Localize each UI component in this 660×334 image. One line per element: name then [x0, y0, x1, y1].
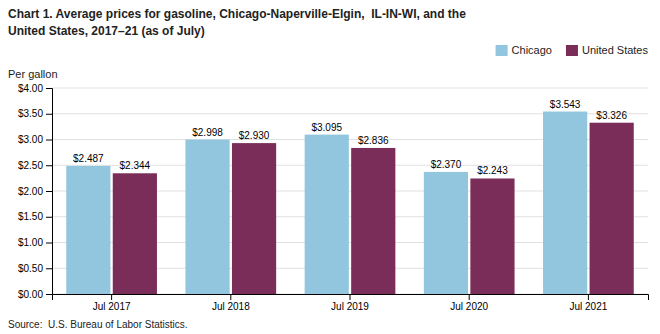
tick-label: $3.50 [18, 108, 43, 119]
tick: Jul 2018 [212, 294, 250, 312]
tick: $0.50 [18, 263, 52, 274]
bar [232, 143, 276, 294]
bar-series [66, 112, 587, 294]
bar [470, 178, 514, 294]
x-axis: Jul 2017 Jul 2018 Jul 2019 Jul 2020 Jul 2021 [53, 294, 649, 312]
data-label: $2.344 [120, 160, 151, 171]
data-labels: $2.487 $2.998 $3.095 $2.370 $3.543 $2.344 $2.9… [73, 99, 627, 177]
legend-item: United States [566, 44, 649, 56]
data-label: $2.836 [358, 135, 389, 146]
tick-mark [350, 294, 351, 300]
tick-mark [230, 294, 231, 300]
data-label: $3.543 [550, 99, 581, 110]
legend-swatch [566, 45, 578, 56]
tick-mark [46, 140, 52, 141]
tick-label: $2.00 [18, 186, 43, 197]
tick: Jul 2020 [450, 294, 488, 312]
bar [543, 112, 587, 294]
data-label: $2.930 [239, 130, 270, 141]
bar [590, 123, 634, 294]
tick-mark [46, 191, 52, 192]
data-label: $2.487 [73, 153, 104, 164]
tick: $1.00 [18, 237, 52, 248]
tick-label: $3.00 [18, 134, 43, 145]
source: Source: U.S. Bureau of Labor Statistics. [8, 319, 188, 330]
tick-label: Jul 2021 [569, 301, 607, 312]
tick-label: $0.00 [18, 289, 43, 300]
axis-line [53, 295, 649, 301]
tick-label: Jul 2017 [93, 301, 131, 312]
tick: Jul 2017 [93, 294, 131, 312]
legend: Chicago United States [496, 44, 649, 56]
tick-label: $1.50 [18, 211, 43, 222]
bar [185, 140, 229, 294]
tick-mark [469, 294, 470, 300]
tick: $3.00 [18, 134, 52, 145]
tick: $2.50 [18, 160, 52, 171]
tick: $4.00 [18, 83, 52, 94]
tick-label: Jul 2018 [212, 301, 250, 312]
data-label: $2.243 [477, 165, 508, 176]
tick: Jul 2019 [331, 294, 369, 312]
tick: $0.00 [18, 289, 52, 300]
chart: Chart 1. Average prices for gasoline, Ch… [0, 0, 660, 334]
legend-label: Chicago [512, 44, 552, 56]
legend-item: Chicago [496, 44, 552, 56]
tick-mark [46, 294, 52, 295]
y-axis-label: Per gallon [8, 68, 58, 80]
tick-mark [46, 165, 52, 166]
title: Chart 1. Average prices for gasoline, Ch… [8, 7, 466, 21]
grid-line [52, 88, 648, 89]
y-axis: $0.00 $0.50 $1.00 $1.50 $2.00 $2.50 $3.00 $3.50… [18, 83, 53, 300]
tick-mark [46, 114, 52, 115]
data-label: $2.998 [192, 127, 223, 138]
tick: $3.50 [18, 108, 52, 119]
data-label: $3.095 [311, 122, 342, 133]
bar [424, 172, 468, 294]
data-label: $3.326 [596, 110, 627, 121]
tick-label: $4.00 [18, 83, 43, 94]
bar [66, 166, 110, 294]
grid [52, 88, 648, 294]
bar [113, 173, 157, 294]
tick-mark [588, 294, 589, 300]
tick-label: $2.50 [18, 160, 43, 171]
data-label: $2.370 [431, 159, 462, 170]
tick: $1.50 [18, 211, 52, 222]
subtitle: United States, 2017–21 (as of July) [8, 24, 205, 38]
tick: $2.00 [18, 186, 52, 197]
bar [305, 135, 349, 294]
tick-label: Jul 2020 [450, 301, 488, 312]
tick-mark [46, 268, 52, 269]
tick-label: $1.00 [18, 237, 43, 248]
axis-line [46, 89, 53, 295]
bars [66, 112, 634, 294]
tick: Jul 2021 [569, 294, 607, 312]
tick-mark [46, 88, 52, 89]
legend-label: United States [582, 44, 649, 56]
tick-label: $0.50 [18, 263, 43, 274]
tick-mark [46, 217, 52, 218]
legend-swatch [496, 45, 508, 56]
bar [351, 148, 395, 294]
tick-mark [46, 243, 52, 244]
plot: $2.487 $2.998 $3.095 $2.370 $3.543 $2.344 $2.9… [18, 83, 649, 312]
bar-series [113, 123, 634, 294]
tick-label: Jul 2019 [331, 301, 369, 312]
tick-mark [111, 294, 112, 300]
